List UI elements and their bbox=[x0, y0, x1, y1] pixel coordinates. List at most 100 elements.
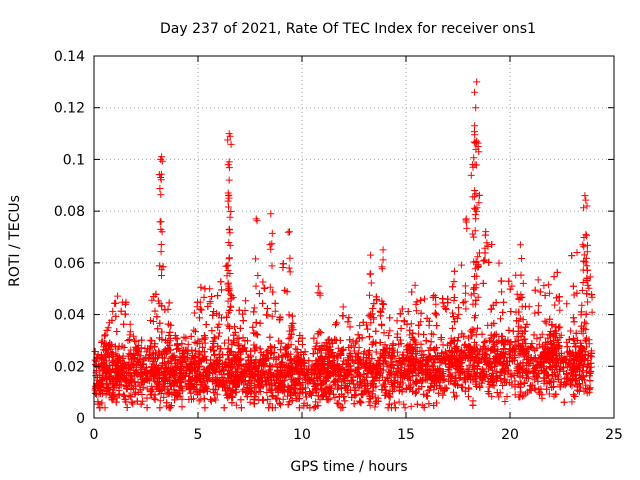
data-point bbox=[513, 341, 521, 349]
data-point bbox=[511, 391, 519, 399]
data-point bbox=[520, 392, 528, 400]
data-point bbox=[501, 398, 509, 405]
data-point bbox=[339, 303, 347, 311]
data-point bbox=[459, 299, 467, 307]
data-point bbox=[481, 346, 489, 354]
data-point bbox=[372, 348, 380, 356]
data-point bbox=[266, 400, 274, 408]
data-point bbox=[556, 306, 564, 314]
data-point bbox=[421, 295, 428, 303]
data-point bbox=[401, 404, 409, 412]
data-point bbox=[412, 307, 420, 315]
data-point bbox=[533, 373, 541, 381]
data-point bbox=[568, 398, 576, 406]
data-point bbox=[242, 297, 250, 305]
data-point bbox=[233, 364, 241, 372]
data-point bbox=[407, 320, 415, 328]
data-point bbox=[357, 399, 365, 407]
data-point bbox=[221, 339, 228, 347]
data-point bbox=[354, 331, 362, 339]
data-point bbox=[495, 393, 503, 401]
data-point bbox=[395, 398, 403, 406]
data-point bbox=[517, 271, 525, 279]
data-point bbox=[497, 315, 504, 323]
data-point bbox=[588, 308, 596, 316]
data-point bbox=[213, 390, 221, 398]
data-point bbox=[465, 393, 472, 401]
data-point bbox=[445, 377, 453, 385]
data-point bbox=[455, 310, 463, 318]
data-point bbox=[497, 277, 505, 285]
data-point bbox=[404, 341, 412, 349]
data-point bbox=[331, 394, 339, 402]
data-points bbox=[91, 78, 596, 412]
data-point bbox=[546, 289, 554, 297]
data-point bbox=[211, 394, 219, 402]
data-point bbox=[216, 329, 224, 337]
data-point bbox=[101, 332, 108, 340]
data-point bbox=[254, 272, 262, 279]
data-point bbox=[190, 326, 198, 334]
data-point bbox=[190, 309, 198, 317]
data-point bbox=[580, 363, 587, 371]
data-point bbox=[98, 339, 106, 346]
data-point bbox=[452, 392, 460, 400]
data-point bbox=[461, 282, 469, 290]
data-point bbox=[551, 301, 559, 309]
data-point bbox=[411, 281, 419, 289]
data-point bbox=[498, 288, 506, 296]
data-point bbox=[534, 358, 542, 366]
data-point bbox=[287, 341, 295, 349]
data-point bbox=[156, 397, 164, 405]
data-point bbox=[400, 400, 408, 408]
data-point bbox=[292, 345, 300, 353]
data-point bbox=[535, 302, 543, 310]
data-point bbox=[350, 400, 358, 408]
data-point bbox=[390, 399, 398, 407]
data-point bbox=[488, 305, 495, 313]
data-point bbox=[278, 359, 285, 367]
data-point bbox=[545, 390, 553, 398]
data-point bbox=[279, 395, 287, 403]
data-point bbox=[215, 332, 223, 340]
data-point bbox=[386, 314, 394, 322]
data-point bbox=[109, 307, 117, 315]
data-point bbox=[334, 344, 342, 352]
data-point bbox=[427, 330, 435, 338]
data-point bbox=[409, 335, 417, 343]
data-point bbox=[365, 398, 373, 406]
data-point bbox=[356, 397, 364, 405]
data-point bbox=[420, 403, 428, 411]
data-point bbox=[239, 310, 247, 318]
data-point bbox=[232, 401, 240, 409]
data-point bbox=[519, 316, 527, 324]
data-point bbox=[542, 319, 550, 327]
data-point bbox=[126, 320, 134, 328]
data-point bbox=[483, 239, 491, 247]
data-point bbox=[385, 400, 393, 408]
data-point bbox=[541, 317, 549, 325]
data-point bbox=[184, 340, 192, 348]
data-point bbox=[451, 393, 458, 401]
data-point bbox=[407, 402, 415, 410]
data-point bbox=[519, 279, 527, 287]
data-point bbox=[144, 376, 152, 384]
data-point bbox=[365, 312, 373, 320]
data-point bbox=[397, 340, 405, 348]
data-point bbox=[533, 335, 541, 343]
data-point bbox=[508, 282, 516, 290]
data-point bbox=[174, 344, 182, 352]
data-point bbox=[312, 398, 320, 406]
data-point bbox=[195, 397, 203, 405]
data-point bbox=[531, 309, 539, 317]
data-point bbox=[473, 341, 480, 349]
data-point bbox=[538, 330, 546, 338]
data-point bbox=[114, 292, 122, 300]
data-point bbox=[467, 327, 475, 335]
data-point bbox=[442, 305, 450, 312]
data-point bbox=[370, 314, 378, 322]
data-point bbox=[455, 334, 463, 342]
data-point bbox=[160, 393, 168, 401]
data-point bbox=[469, 230, 477, 238]
